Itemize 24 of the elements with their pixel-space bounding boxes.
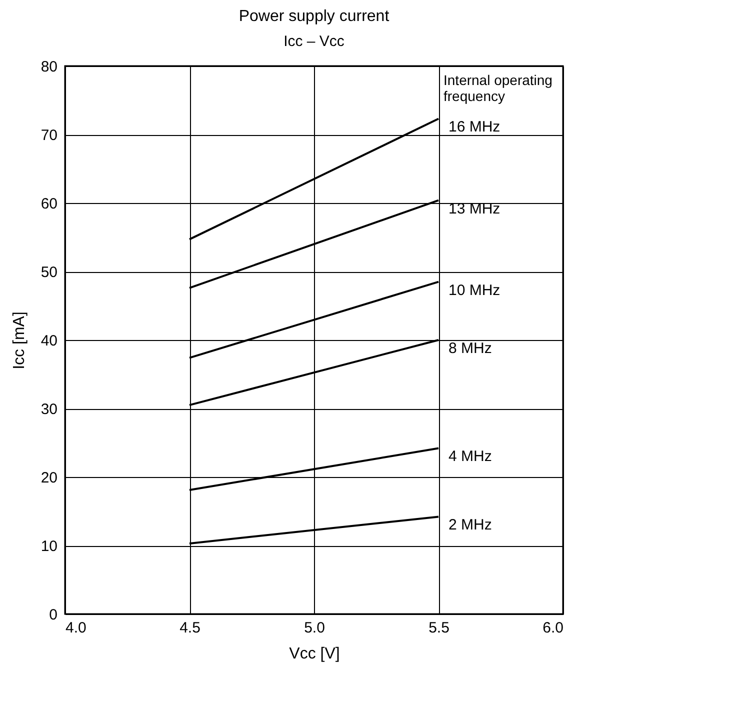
x-tick-label: 4.5 [180, 620, 200, 636]
y-tick-label: 20 [40, 470, 58, 486]
y-axis-title: Icc [mA] [10, 312, 28, 370]
x-tick-label: 4.0 [66, 620, 86, 636]
y-tick-label: 10 [40, 538, 58, 555]
y-tick-label: 0 [49, 606, 58, 624]
x-tick-label: 6.0 [542, 620, 564, 636]
series-label: 16 MHz [448, 118, 500, 136]
y-tick-label: 70 [40, 127, 58, 144]
y-tick-label: 50 [40, 264, 58, 281]
chart-subtitle: Icc – Vcc [284, 33, 345, 50]
y-tick-label: 30 [40, 401, 58, 418]
y-tick-label: 60 [40, 196, 58, 212]
y-tick-label: 40 [40, 332, 58, 350]
series-label: 2 MHz [448, 516, 492, 534]
series-label: 8 MHz [448, 340, 492, 357]
x-axis-title: Vcc [V] [289, 646, 340, 662]
chart-title: Power supply current [238, 8, 390, 25]
annotation: Internal operating frequency [444, 72, 552, 104]
series-label: 4 MHz [448, 448, 492, 466]
x-tick-label: 5.0 [304, 620, 325, 636]
x-tick-label: 5.5 [428, 620, 450, 636]
y-tick-label: 80 [40, 58, 58, 76]
series-label: 10 MHz [448, 282, 500, 299]
